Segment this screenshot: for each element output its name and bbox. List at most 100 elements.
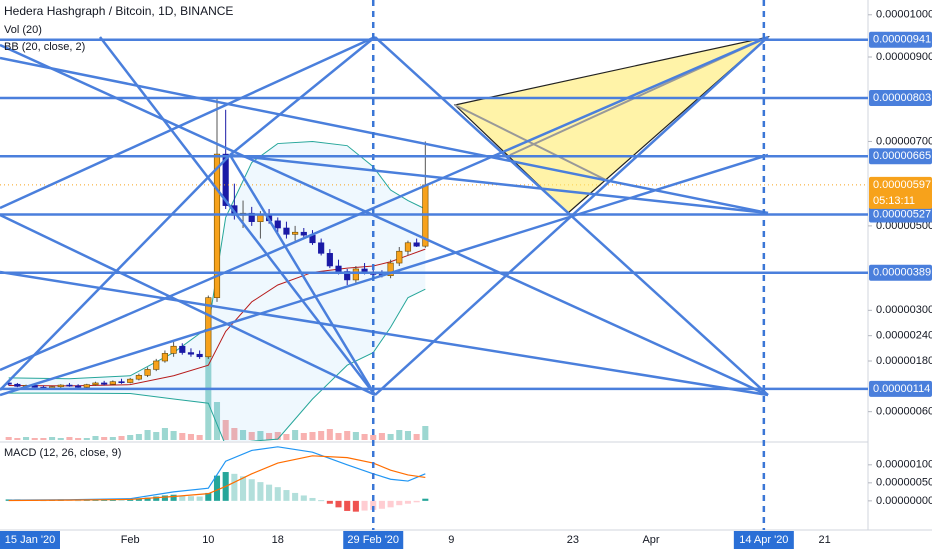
candle-body (31, 385, 38, 388)
macd-histogram-bar (248, 479, 255, 501)
volume-bar (5, 437, 12, 440)
volume-bar (266, 433, 273, 440)
x-tick-label: 9 (448, 534, 454, 546)
trend-line (99, 36, 376, 396)
x-tick-label: 21 (818, 534, 830, 546)
macd-histogram-bar (144, 497, 151, 501)
triangle-median (454, 104, 611, 183)
candle-body (248, 212, 255, 222)
candle-body (109, 381, 116, 385)
x-tick-label: 14 Apr '20 (739, 534, 788, 546)
macd-histogram-bar (335, 500, 342, 508)
candle-body (318, 242, 325, 254)
volume-bar (14, 438, 21, 440)
macd-histogram-bar (118, 499, 125, 501)
macd-histogram-bar (170, 494, 177, 501)
macd-histogram-bar (352, 500, 359, 512)
volume-bar (370, 435, 377, 440)
volume-bar (49, 437, 56, 440)
macd-histogram-bar (153, 496, 160, 501)
countdown: 05:13:11 (873, 195, 915, 207)
volume-bar (292, 430, 299, 440)
volume-bar (196, 435, 203, 440)
volume-bar (352, 432, 359, 440)
volume-bar (361, 434, 368, 440)
macd-histogram-bar (205, 492, 212, 501)
candle-body (66, 384, 73, 387)
candle-body (283, 227, 290, 235)
candle-body (75, 385, 82, 388)
volume-bar (335, 433, 342, 440)
candle-body (205, 297, 212, 358)
macd-histogram-bar (196, 496, 203, 501)
x-tick-label: Feb (121, 534, 140, 546)
volume-bar (127, 435, 134, 440)
trend-line (228, 154, 377, 396)
volume-bar (31, 438, 38, 440)
candle-body (326, 253, 333, 267)
candle-body (222, 153, 229, 206)
candle-body (352, 268, 359, 281)
macd-macd (8, 446, 426, 501)
volume-bar (170, 431, 177, 440)
level-label: 0.00000803 (873, 92, 931, 104)
y-tick-label: 0.00000900 (876, 51, 932, 63)
macd-histogram-bar (179, 495, 186, 501)
candle-body (179, 345, 186, 353)
trend-line (0, 213, 376, 397)
drawings (0, 35, 771, 397)
macd-histogram-bar (387, 500, 394, 508)
volume-bar (23, 437, 30, 440)
candle-body (257, 215, 264, 222)
volume-bar (213, 402, 221, 440)
y-tick-label: 0.00001000 (876, 9, 932, 21)
x-tick-label: Apr (642, 534, 659, 546)
volume-bar (283, 434, 290, 440)
volume-bar (318, 431, 325, 440)
volume-bar (422, 426, 429, 440)
y-tick-label: 0.00000180 (876, 355, 932, 367)
volume-bar (396, 430, 403, 440)
candle-body (57, 384, 64, 388)
level-label: 0.00000389 (873, 267, 931, 279)
candle-body (300, 231, 307, 236)
macd-histogram-bar (213, 475, 221, 501)
volume-bar (326, 429, 333, 440)
macd-histogram-bar (361, 500, 368, 511)
candle-body (14, 383, 21, 387)
macd-histogram-bar (292, 492, 299, 501)
x-tick-highlight (0, 531, 60, 549)
macd-histogram-bar (344, 500, 351, 511)
volume-bar (40, 438, 47, 440)
macd-histogram-bar (378, 500, 385, 509)
candle-body (187, 352, 195, 355)
y-tick-label: 0.00000100 (876, 459, 932, 471)
candle-body (413, 242, 420, 247)
volume-bar (404, 431, 411, 440)
macd-histogram-bar (257, 482, 264, 501)
x-tick-label: 23 (567, 534, 579, 546)
candle-body (274, 220, 281, 229)
volume-bar (222, 420, 229, 440)
macd-signal (8, 455, 426, 502)
macd-histogram-bar (413, 500, 420, 503)
candle-body (213, 153, 221, 298)
candle-body (335, 265, 342, 272)
volume-bar (179, 433, 186, 440)
volume-bar (83, 438, 90, 440)
macd-histogram-bar (240, 476, 247, 501)
trend-line (0, 43, 769, 397)
candle-body (135, 375, 142, 380)
candle-body (118, 381, 125, 383)
volume-bar (257, 431, 264, 440)
macd-histogram-bar (300, 495, 307, 501)
volume-bar (205, 355, 212, 440)
candle-body (387, 262, 394, 277)
level-label-box (869, 380, 932, 397)
candle-body (396, 250, 403, 264)
macd-histogram-bar (309, 497, 316, 501)
candle-body (144, 369, 151, 376)
level-label: 0.00000114 (873, 383, 930, 395)
volume-bar (344, 431, 351, 440)
macd-histogram-bar (404, 500, 411, 504)
